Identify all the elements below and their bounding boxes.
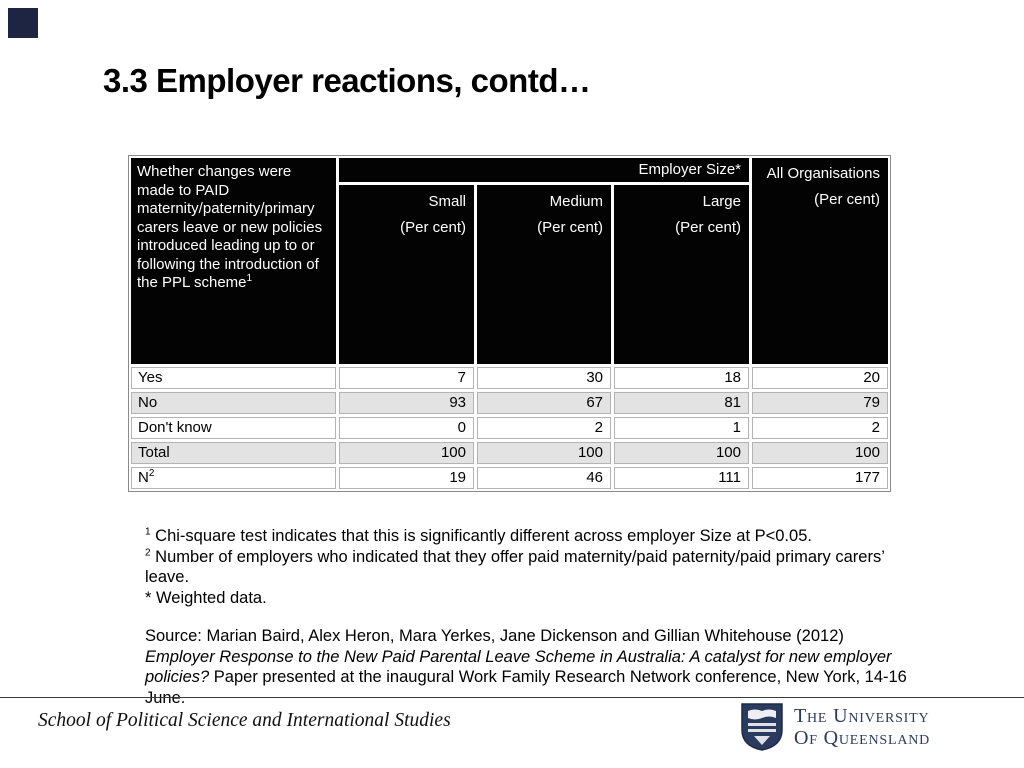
school-name: School of Political Science and Internat… xyxy=(38,710,451,731)
column-label: Small xyxy=(428,193,466,210)
column-label: All Organisations xyxy=(766,165,880,182)
column-header-small: Small (Per cent) xyxy=(339,185,474,364)
table-row: Yes 7 30 18 20 xyxy=(131,367,888,389)
footnote-text: Chi-square test indicates that this is s… xyxy=(150,527,812,545)
cell-value: 46 xyxy=(477,467,611,489)
employer-reactions-table: Whether changes were made to PAID matern… xyxy=(128,155,891,492)
footnote-marker: 1 xyxy=(145,526,151,538)
footnote-2: 2 Number of employers who indicated that… xyxy=(145,547,917,588)
cell-value: 100 xyxy=(339,442,474,464)
table-row: Don't know 0 2 1 2 xyxy=(131,417,888,439)
footnote-marker: 2 xyxy=(145,547,151,558)
table-row: No 93 67 81 79 xyxy=(131,392,888,414)
cell-value: 18 xyxy=(614,367,749,389)
row-header-footnote-marker: 1 xyxy=(246,273,253,284)
row-label: Yes xyxy=(131,367,336,389)
cell-value: 30 xyxy=(477,367,611,389)
cell-value: 81 xyxy=(614,392,749,414)
cell-value: 19 xyxy=(339,467,474,489)
row-label: Total xyxy=(131,442,336,464)
cell-value: 67 xyxy=(477,392,611,414)
employer-size-band: Employer Size* xyxy=(339,158,749,182)
footnote-text: Number of employers who indicated that t… xyxy=(145,547,885,587)
university-name: The University Of Queensland xyxy=(794,705,930,749)
cell-value: 111 xyxy=(614,467,749,489)
row-label-footnote-marker: 2 xyxy=(148,468,155,479)
cell-value: 100 xyxy=(614,442,749,464)
cell-value: 2 xyxy=(752,417,888,439)
column-sublabel: (Per cent) xyxy=(537,219,603,236)
row-header-text: Whether changes were made to PAID matern… xyxy=(137,163,323,291)
column-label: Medium xyxy=(549,193,603,210)
cell-value: 7 xyxy=(339,367,474,389)
university-name-line2: Of Queensland xyxy=(794,727,931,749)
cell-value: 79 xyxy=(752,392,888,414)
footer-divider xyxy=(0,697,1024,698)
university-name-line1: The University xyxy=(794,705,930,727)
table-row-header-description: Whether changes were made to PAID matern… xyxy=(131,158,336,364)
corner-decoration xyxy=(8,8,38,38)
column-sublabel: (Per cent) xyxy=(400,219,466,236)
source-suffix: Paper presented at the inaugural Work Fa… xyxy=(145,668,907,707)
footnote-1: 1 Chi-square test indicates that this is… xyxy=(145,526,917,547)
row-label-text: N xyxy=(138,469,149,486)
table-header: Whether changes were made to PAID matern… xyxy=(131,158,888,364)
cell-value: 2 xyxy=(477,417,611,439)
cell-value: 93 xyxy=(339,392,474,414)
uq-crest-icon xyxy=(741,703,783,751)
cell-value: 20 xyxy=(752,367,888,389)
university-logo: The University Of Queensland xyxy=(740,702,930,752)
column-label: Large xyxy=(702,193,741,210)
table-row: N2 19 46 111 177 xyxy=(131,467,888,489)
cell-value: 100 xyxy=(477,442,611,464)
slide-title: 3.3 Employer reactions, contd… xyxy=(103,62,591,99)
table-row: Total 100 100 100 100 xyxy=(131,442,888,464)
column-header-medium: Medium (Per cent) xyxy=(477,185,611,364)
cell-value: 0 xyxy=(339,417,474,439)
cell-value: 177 xyxy=(752,467,888,489)
footnotes-block: 1 Chi-square test indicates that this is… xyxy=(145,526,917,708)
source-prefix: Source: Marian Baird, Alex Heron, Mara Y… xyxy=(145,627,844,645)
cell-value: 1 xyxy=(614,417,749,439)
row-label: Don't know xyxy=(131,417,336,439)
footnote-3: * Weighted data. xyxy=(145,588,267,607)
source-citation: Source: Marian Baird, Alex Heron, Mara Y… xyxy=(145,626,917,708)
source-title-italic: Employer Response to the New Paid Parent… xyxy=(145,647,892,687)
column-header-all-organisations: All Organisations (Per cent) xyxy=(752,158,888,364)
row-label: No xyxy=(131,392,336,414)
column-sublabel: (Per cent) xyxy=(675,219,741,236)
row-label: N2 xyxy=(131,467,336,489)
column-header-large: Large (Per cent) xyxy=(614,185,749,364)
cell-value: 100 xyxy=(752,442,888,464)
column-sublabel: (Per cent) xyxy=(814,191,880,208)
